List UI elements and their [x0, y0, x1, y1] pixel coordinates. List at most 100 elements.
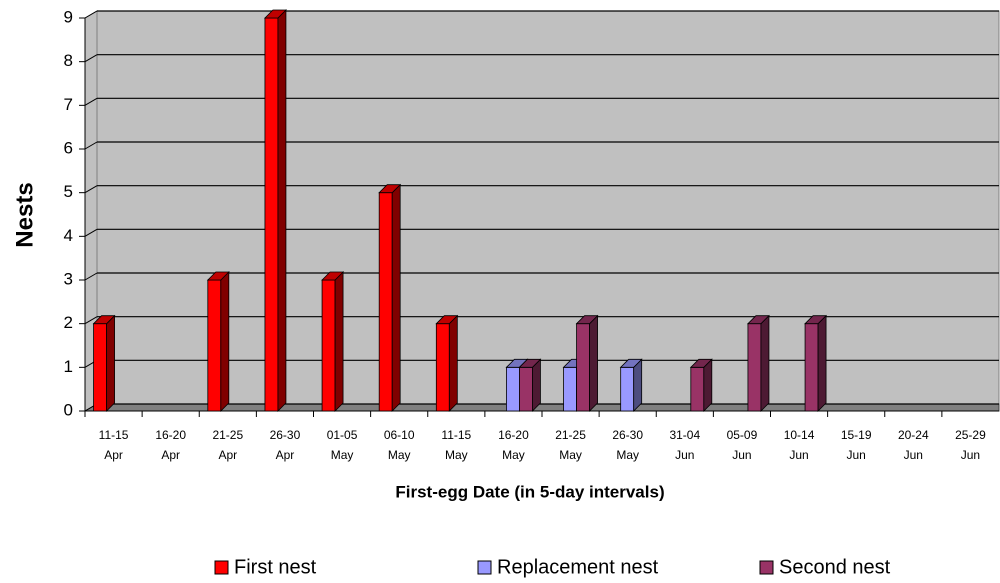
grid-line-side	[84, 228, 98, 237]
bar-front	[93, 323, 107, 412]
bar-side	[760, 314, 770, 412]
legend-label: Second nest	[779, 556, 891, 578]
x-tick-label: 16-20	[155, 428, 186, 442]
bar-top	[263, 9, 287, 19]
bar-top	[378, 184, 402, 194]
x-tick-label: 25-29	[955, 428, 986, 442]
grid-line-side	[84, 272, 98, 281]
bar-side	[448, 314, 458, 412]
bar-top	[746, 315, 770, 325]
bar-side	[532, 358, 541, 412]
bar	[92, 314, 116, 412]
grid-line-side	[84, 54, 98, 63]
y-tick-label: 6	[64, 138, 73, 157]
x-tick-label: 16-20	[498, 428, 529, 442]
grid-line-side	[84, 141, 98, 150]
y-tick-label: 3	[64, 269, 73, 288]
y-tick-label: 7	[64, 95, 73, 114]
x-tick-label: 20-24	[898, 428, 929, 442]
y-tick-label: 1	[64, 357, 73, 376]
bar-top	[435, 315, 459, 325]
x-tick-label: May	[616, 448, 639, 462]
bar-side	[277, 9, 287, 412]
legend-swatch	[477, 560, 492, 575]
x-tick-label: 21-25	[212, 428, 243, 442]
bar-front	[264, 17, 279, 412]
x-tick-label: 11-15	[99, 428, 129, 442]
bar-side	[703, 358, 713, 412]
bar-front	[207, 279, 222, 412]
x-tick-label: 21-25	[555, 428, 586, 442]
grid-line-side	[84, 185, 98, 194]
bar-top	[689, 358, 713, 368]
bar-front	[435, 323, 450, 412]
x-tick-label: 01-05	[327, 428, 358, 442]
y-tick-label: 4	[64, 226, 73, 245]
x-tick-label: Apr	[104, 448, 123, 462]
bar-front	[506, 366, 520, 412]
bar-front	[378, 192, 393, 412]
bar	[518, 358, 542, 412]
bar-side	[391, 183, 401, 412]
bar-top	[619, 358, 643, 368]
legend-label: Replacement nest	[497, 556, 659, 578]
x-tick-label: Apr	[161, 448, 180, 462]
bar	[263, 9, 287, 412]
bar	[321, 271, 345, 412]
x-tick-label: 10-14	[784, 428, 815, 442]
x-tick-label: May	[331, 448, 354, 462]
x-tick-label: 26-30	[612, 428, 643, 442]
grid-line-side	[84, 97, 98, 106]
bar	[378, 183, 402, 412]
bar	[619, 358, 643, 412]
x-tick-label: May	[388, 448, 411, 462]
bar	[746, 314, 770, 412]
y-tick-label: 0	[64, 400, 73, 419]
x-tick-label: May	[502, 448, 525, 462]
y-tick-label: 5	[64, 182, 73, 201]
x-tick-label: Jun	[789, 448, 808, 462]
bar-side	[817, 314, 827, 412]
bar	[689, 358, 713, 412]
bar-side	[220, 271, 230, 412]
bar-front	[519, 366, 533, 412]
bar-top	[575, 315, 599, 325]
x-tick-label: Jun	[847, 448, 866, 462]
x-tick-label: 15-19	[841, 428, 872, 442]
x-tick-label: Jun	[732, 448, 751, 462]
bar-front	[576, 323, 590, 412]
bar	[435, 314, 459, 412]
x-tick-label: 11-15	[441, 428, 471, 442]
bar-side	[334, 271, 344, 412]
x-tick-label: 06-10	[384, 428, 415, 442]
x-tick-label: 31-04	[669, 428, 700, 442]
bar-side	[589, 314, 598, 412]
x-tick-label: Apr	[276, 448, 295, 462]
bar-front	[804, 323, 819, 412]
legend-swatch	[214, 560, 229, 575]
bar-front	[563, 366, 577, 412]
legend-label: First nest	[234, 556, 317, 578]
bar	[804, 314, 828, 412]
grid-line-side	[84, 316, 98, 325]
bar-front	[620, 366, 635, 412]
x-tick-label: 26-30	[270, 428, 301, 442]
legend-swatch	[759, 560, 774, 575]
bar-top	[518, 358, 542, 368]
x-axis-title: First-egg Date (in 5-day intervals)	[395, 482, 664, 501]
y-tick-label: 2	[64, 313, 73, 332]
y-axis-title: Nests	[11, 182, 38, 247]
x-tick-label: Apr	[218, 448, 237, 462]
bar-top	[206, 271, 230, 281]
bar-front	[690, 366, 705, 412]
bar-side	[106, 314, 115, 412]
x-tick-label: Jun	[675, 448, 694, 462]
bar-top	[804, 315, 828, 325]
x-tick-label: Jun	[961, 448, 980, 462]
bar-top	[321, 271, 345, 281]
bar-side	[633, 358, 643, 412]
y-tick-label: 9	[64, 7, 73, 26]
bar-top	[92, 315, 116, 325]
bar-front	[747, 323, 762, 412]
